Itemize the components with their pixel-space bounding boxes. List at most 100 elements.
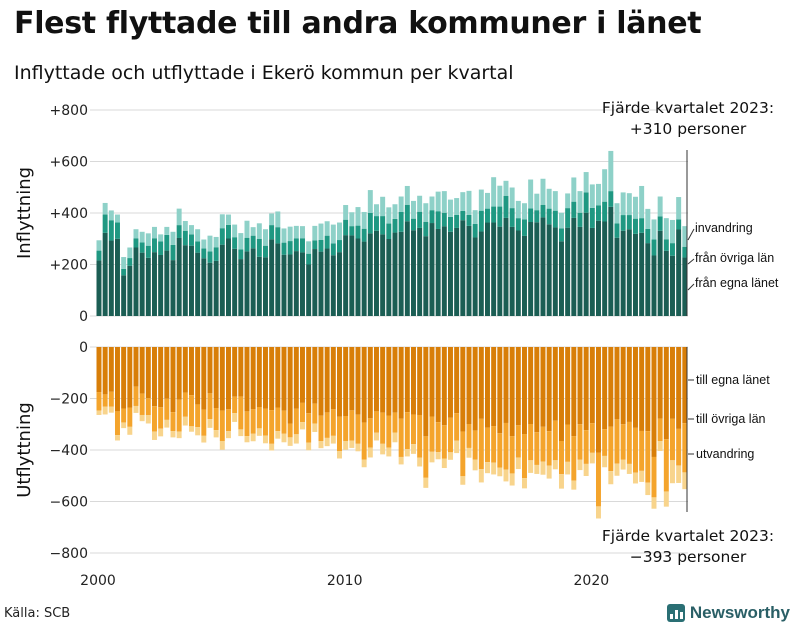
bar-in-segment: [417, 211, 423, 228]
bar-in-segment: [602, 221, 608, 316]
bar-out-segment: [133, 386, 139, 406]
bar-out-segment: [589, 452, 595, 464]
bar-out-segment: [670, 460, 675, 484]
bar-in-segment: [102, 202, 108, 215]
bar-in-segment: [115, 238, 120, 316]
bar-out-segment: [244, 347, 250, 412]
bar-in-segment: [429, 223, 435, 316]
bar-out-segment: [404, 449, 410, 457]
bar-out-segment: [645, 431, 651, 483]
bar-in-segment: [682, 246, 688, 258]
bar-in-segment: [238, 233, 244, 250]
annotation-top-line2: +310 personer: [630, 120, 747, 138]
bar-out-segment: [139, 347, 145, 394]
bar-in-segment: [472, 237, 478, 316]
bar-in-segment: [466, 190, 472, 215]
bar-in-segment: [139, 252, 145, 316]
x-tick-label: 2010: [327, 573, 363, 589]
bar-out-segment: [219, 440, 225, 450]
bar-in-segment: [645, 228, 651, 244]
bar-out-segment: [540, 347, 546, 427]
bar-out-segment: [355, 347, 361, 415]
bar-out-segment: [392, 432, 398, 443]
bar-out-segment: [423, 347, 429, 437]
bar-out-segment: [552, 347, 558, 421]
bar-out-segment: [361, 459, 367, 468]
bar-out-segment: [127, 426, 133, 435]
bar-in-segment: [583, 192, 589, 213]
bar-out-segment: [250, 433, 256, 442]
bar-out-segment: [300, 402, 305, 423]
bar-out-segment: [269, 443, 275, 451]
bar-out-segment: [201, 347, 207, 410]
bar-out-segment: [367, 418, 373, 448]
bar-out-segment: [620, 459, 626, 470]
bar-in-segment: [441, 191, 447, 213]
bar-out-segment: [281, 433, 287, 443]
bar-in-segment: [330, 243, 336, 256]
bar-out-segment: [195, 404, 201, 428]
bar-out-segment: [620, 424, 626, 460]
bar-out-segment: [343, 347, 349, 417]
bar-out-segment: [380, 412, 386, 444]
bar-out-segment: [269, 410, 275, 444]
bar-out-segment: [448, 452, 453, 460]
annotation-bottom-line2: −393 personer: [630, 548, 747, 566]
bar-in-segment: [565, 193, 571, 209]
bar-out-segment: [651, 497, 657, 509]
y-tick-label-bottom: −800: [50, 546, 88, 562]
bar-out-segment: [663, 347, 669, 440]
bar-in-segment: [589, 207, 595, 228]
bar-out-segment: [195, 347, 201, 405]
bar-in-segment: [404, 185, 410, 205]
bar-out-segment: [565, 347, 571, 425]
bar-in-segment: [201, 248, 207, 259]
bar-in-segment: [491, 206, 497, 223]
bar-out-segment: [343, 416, 349, 441]
bar-out-segment: [108, 347, 114, 392]
bar-out-segment: [115, 411, 120, 436]
bar-in-segment: [411, 218, 416, 231]
bar-in-segment: [639, 232, 645, 316]
y-axis-title-bottom: Utflyttning: [14, 402, 35, 498]
bar-in-segment: [133, 238, 139, 248]
segment-label-out: till egna länet: [696, 373, 770, 387]
bar-in-segment: [207, 235, 213, 252]
bar-out-segment: [546, 431, 552, 466]
bar-in-segment: [306, 241, 312, 254]
bar-in-segment: [676, 229, 682, 316]
bar-out-segment: [380, 347, 386, 413]
bar-out-segment: [312, 347, 318, 404]
bar-out-segment: [164, 419, 170, 428]
bar-out-segment: [522, 434, 527, 479]
bar-out-segment: [546, 347, 552, 432]
bar-out-segment: [207, 393, 213, 420]
bar-in-segment: [392, 218, 398, 233]
bar-out-segment: [145, 415, 151, 424]
bar-out-segment: [435, 452, 441, 460]
bar-out-segment: [682, 347, 688, 424]
bar-in-segment: [380, 216, 386, 235]
bar-in-segment: [318, 223, 324, 240]
bar-out-segment: [546, 465, 552, 479]
bar-out-segment: [620, 347, 626, 425]
bar-out-segment: [219, 347, 225, 411]
bar-out-segment: [102, 347, 108, 395]
bar-in-segment: [158, 254, 164, 316]
bar-in-segment: [417, 195, 423, 212]
bar-out-segment: [466, 347, 472, 424]
bar-in-segment: [281, 242, 287, 255]
bar-out-segment: [152, 431, 157, 440]
bar-out-segment: [503, 422, 509, 470]
bar-in-segment: [645, 208, 651, 229]
bar-out-segment: [676, 347, 682, 429]
bar-in-segment: [478, 189, 484, 211]
segment-leader-in: [687, 228, 695, 241]
bar-out-segment: [361, 347, 367, 423]
bar-out-segment: [534, 432, 540, 465]
bar-out-segment: [491, 462, 497, 475]
bar-out-segment: [497, 347, 503, 434]
bar-in-segment: [367, 213, 373, 234]
bar-in-segment: [435, 228, 441, 316]
bar-in-segment: [417, 227, 423, 316]
